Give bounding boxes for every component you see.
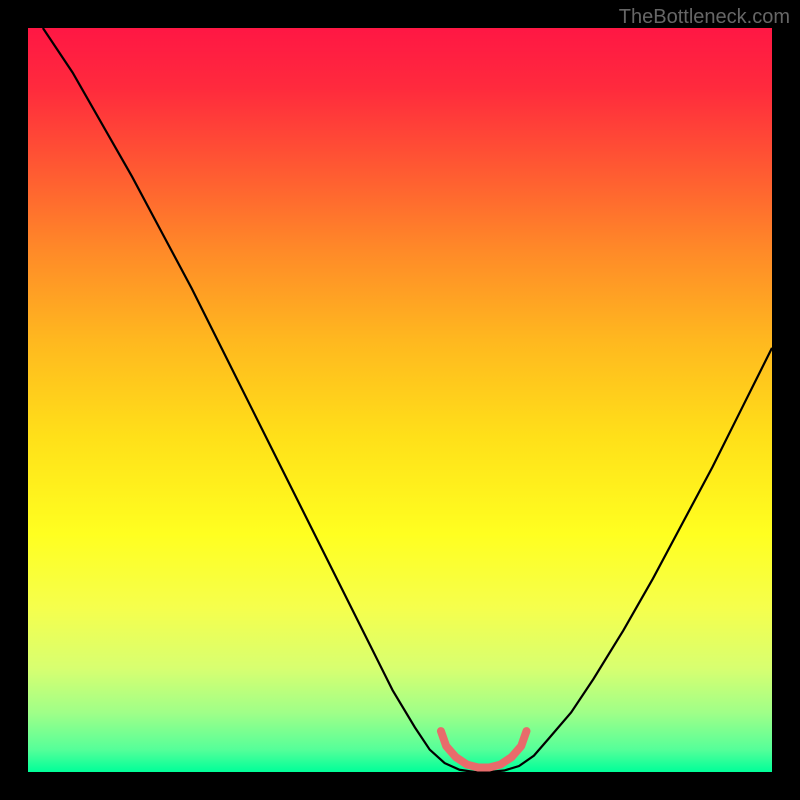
plot-background (28, 28, 772, 772)
chart-container: TheBottleneck.com (0, 0, 800, 800)
bottleneck-chart (0, 0, 800, 800)
watermark-text: TheBottleneck.com (619, 6, 790, 29)
